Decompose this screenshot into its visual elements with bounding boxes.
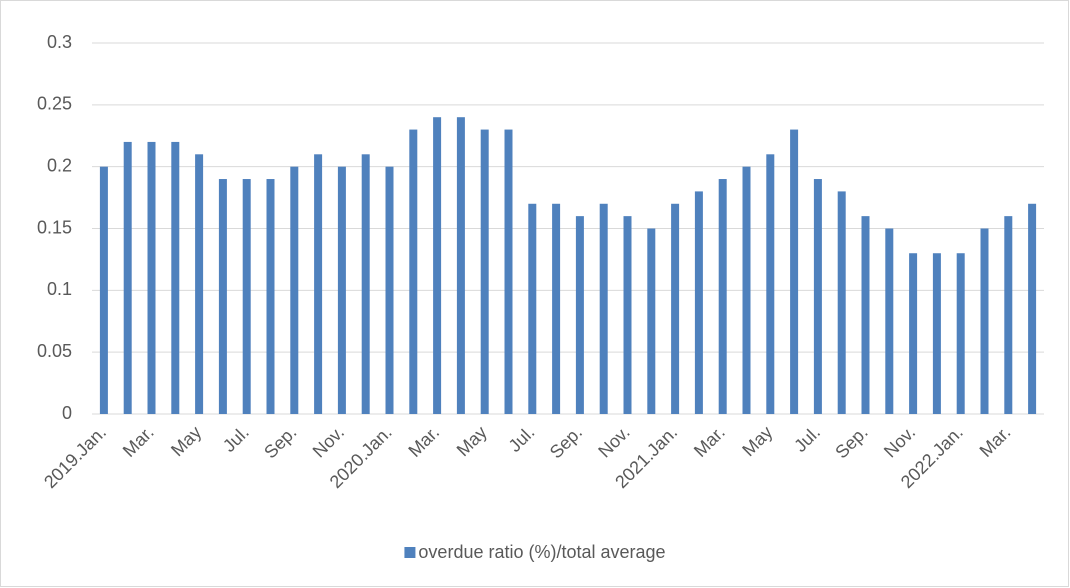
bar [195,154,204,415]
bar [885,228,894,414]
bar [671,203,680,414]
bar [718,179,727,414]
bar [147,141,156,414]
bar [980,228,989,414]
y-tick-label: 0.1 [47,279,72,299]
bar [1004,216,1013,414]
bar [790,129,799,415]
bar [909,253,918,414]
bar [218,179,227,414]
bar [504,129,513,415]
bar [932,253,941,414]
bar [694,191,703,414]
y-tick-label: 0.05 [37,341,72,361]
y-tick-label: 0.3 [47,32,72,52]
bar [956,253,965,414]
bar [599,203,608,414]
bar [742,166,751,414]
bar [290,166,299,414]
bar [385,166,394,414]
bar [480,129,489,415]
bar [861,216,870,414]
y-tick-label: 0.15 [37,217,72,237]
bar [766,154,775,415]
bar [171,141,180,414]
bar [456,117,465,414]
bar [837,191,846,414]
bar [552,203,561,414]
bar [337,166,346,414]
bar [623,216,632,414]
bar [528,203,537,414]
y-tick-label: 0 [62,403,72,423]
bar [242,179,251,414]
bar [1028,203,1037,414]
bar [266,179,275,414]
y-tick-label: 0.25 [37,94,72,114]
bar [123,141,132,414]
legend-marker [404,547,416,558]
bar [575,216,584,414]
bar [99,166,108,414]
bar [647,228,656,414]
bar [433,117,442,414]
bar [813,179,822,414]
bar [409,129,418,415]
bar [361,154,370,415]
bar [314,154,323,415]
legend-label: overdue ratio (%)/total average [418,542,665,562]
y-tick-label: 0.2 [47,155,72,175]
